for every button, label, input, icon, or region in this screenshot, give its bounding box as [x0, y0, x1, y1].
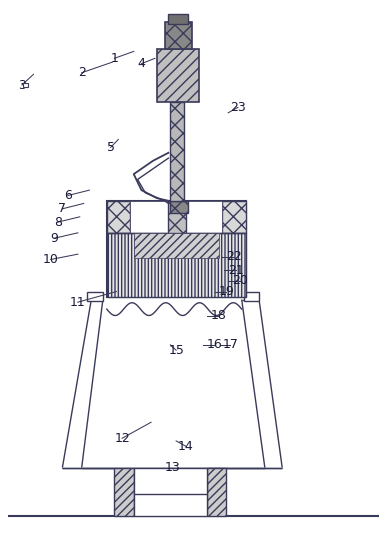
- Text: 5: 5: [106, 141, 115, 154]
- Text: 3: 3: [18, 79, 26, 91]
- Text: 10: 10: [43, 253, 59, 266]
- Polygon shape: [115, 468, 134, 516]
- Polygon shape: [223, 201, 246, 233]
- Bar: [23, 82, 28, 88]
- Text: 6: 6: [64, 189, 72, 202]
- Text: 17: 17: [222, 338, 238, 351]
- Bar: [134, 468, 207, 516]
- Text: 22: 22: [226, 250, 242, 263]
- Bar: [168, 201, 186, 233]
- Text: 7: 7: [58, 202, 67, 215]
- Bar: [130, 201, 223, 233]
- Text: 18: 18: [211, 309, 226, 322]
- Polygon shape: [107, 201, 130, 233]
- Text: 4: 4: [137, 57, 146, 70]
- Bar: [244, 292, 259, 301]
- Text: 15: 15: [168, 343, 184, 357]
- Bar: [170, 201, 188, 212]
- Text: 19: 19: [218, 285, 234, 298]
- Text: 2: 2: [78, 66, 86, 79]
- Text: 14: 14: [178, 440, 194, 453]
- Bar: [170, 102, 184, 201]
- Text: 23: 23: [230, 101, 246, 114]
- Text: 16: 16: [207, 338, 223, 351]
- Text: 9: 9: [51, 232, 58, 244]
- Bar: [134, 233, 219, 258]
- Text: 1: 1: [111, 52, 118, 65]
- Polygon shape: [207, 468, 226, 516]
- Text: 8: 8: [54, 216, 62, 228]
- Bar: [157, 49, 199, 102]
- Bar: [164, 22, 192, 49]
- Text: 13: 13: [164, 461, 180, 474]
- Text: 21: 21: [228, 264, 244, 277]
- Bar: [87, 292, 103, 301]
- Text: 20: 20: [232, 274, 248, 287]
- Text: 12: 12: [114, 432, 130, 445]
- Text: 11: 11: [70, 296, 86, 309]
- Polygon shape: [107, 233, 246, 297]
- Bar: [168, 14, 188, 24]
- Bar: [107, 201, 246, 297]
